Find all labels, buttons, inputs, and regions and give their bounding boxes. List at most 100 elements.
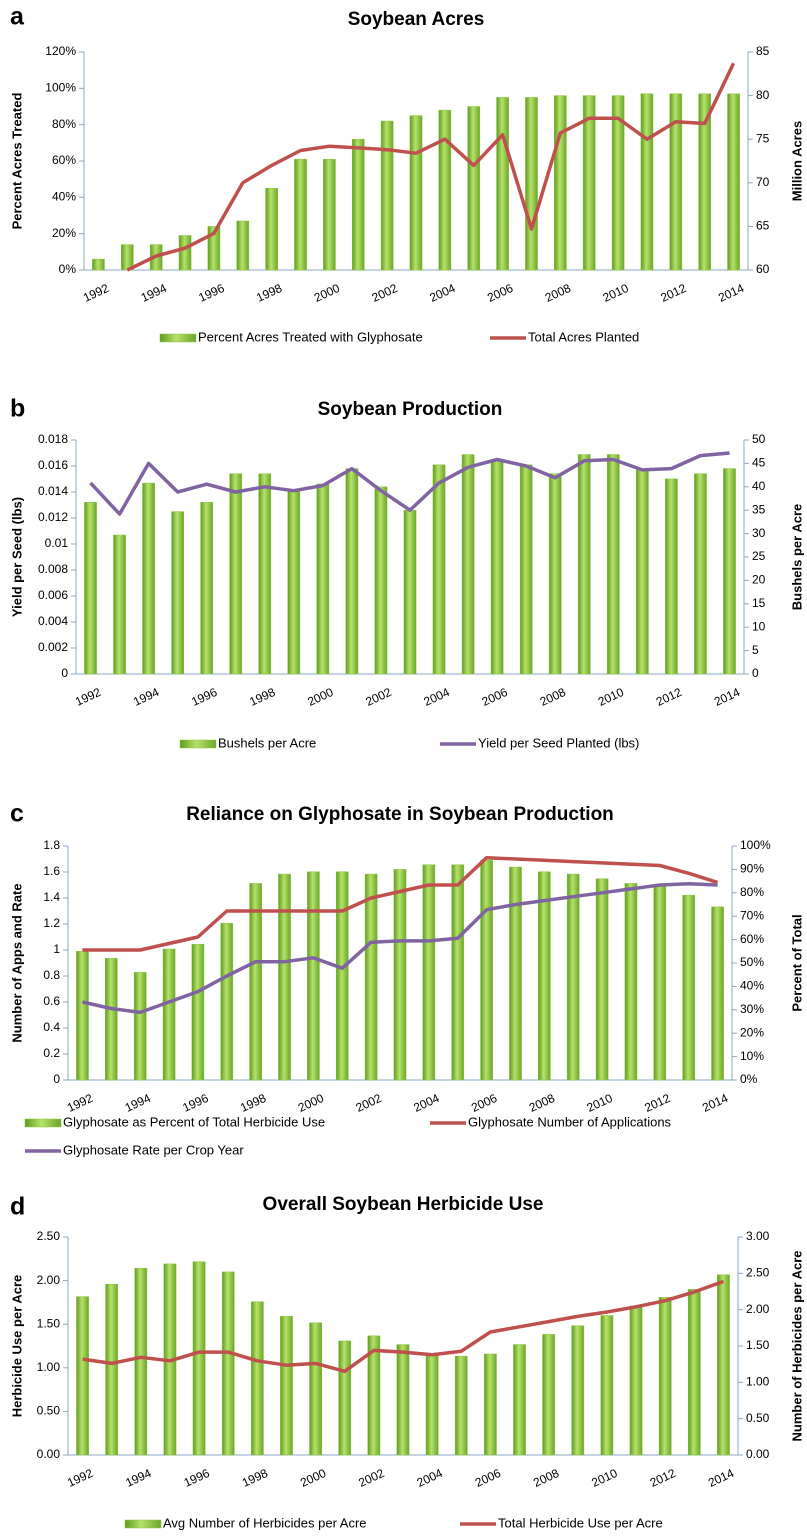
y2-tick-label: 60 bbox=[756, 262, 770, 276]
bar bbox=[367, 1335, 381, 1456]
y2-tick-label: 0 bbox=[752, 666, 759, 680]
x-tick-label: 1994 bbox=[139, 281, 169, 305]
legend-label: Total Acres Planted bbox=[528, 329, 639, 344]
y2-axis-label: Bushels per Acre bbox=[789, 504, 804, 610]
bar bbox=[345, 468, 359, 675]
y2-tick-label: 75 bbox=[756, 131, 770, 145]
x-tick-label: 1998 bbox=[254, 281, 284, 305]
legend-label: Yield per Seed Planted (lbs) bbox=[478, 735, 639, 750]
y2-tick-label: 5 bbox=[752, 643, 759, 657]
y-tick-label: 60% bbox=[52, 153, 76, 167]
bar bbox=[142, 482, 155, 675]
y-tick-label: 0.004 bbox=[38, 614, 68, 628]
x-tick-label: 2000 bbox=[298, 1466, 328, 1490]
bar bbox=[682, 894, 696, 1081]
bar bbox=[451, 864, 465, 1081]
y2-tick-label: 50 bbox=[752, 432, 766, 446]
y2-tick-label: 65 bbox=[756, 219, 770, 233]
bar bbox=[461, 454, 475, 675]
bar bbox=[338, 1340, 352, 1456]
y2-tick-label: 100% bbox=[740, 838, 771, 852]
legend-label: Total Herbicide Use per Acre bbox=[498, 1515, 663, 1530]
y-tick-label: 0.006 bbox=[38, 588, 68, 602]
y-tick-label: 1.4 bbox=[43, 890, 60, 904]
bar bbox=[635, 469, 649, 675]
y2-tick-label: 0.50 bbox=[746, 1411, 770, 1425]
x-tick-label: 2010 bbox=[601, 281, 631, 305]
bar bbox=[571, 1325, 585, 1456]
x-tick-label: 2012 bbox=[654, 685, 684, 709]
y-tick-label: 0.018 bbox=[38, 432, 68, 446]
line bbox=[126, 62, 736, 272]
legend-label: Percent Acres Treated with Glyphosate bbox=[198, 329, 423, 344]
y2-tick-label: 40 bbox=[752, 479, 766, 493]
x-tick-label: 1998 bbox=[247, 685, 277, 709]
bar bbox=[694, 473, 707, 675]
y-tick-label: 0.6 bbox=[43, 994, 60, 1008]
chart-title: Reliance on Glyphosate in Soybean Produc… bbox=[186, 804, 614, 825]
x-tick-label: 2002 bbox=[370, 281, 400, 305]
legend-label: Glyphosate Number of Applications bbox=[468, 1114, 672, 1129]
bar bbox=[171, 511, 185, 675]
bar bbox=[249, 883, 262, 1081]
y-tick-label: 0.002 bbox=[38, 640, 68, 654]
y-tick-label: 0.016 bbox=[38, 458, 68, 472]
x-tick-label: 2012 bbox=[648, 1466, 678, 1490]
y2-axis-label: Percent of Total bbox=[789, 914, 804, 1011]
x-tick-label: 2004 bbox=[422, 685, 452, 709]
bar bbox=[335, 871, 349, 1081]
legend-swatch bbox=[179, 739, 217, 749]
bar bbox=[294, 158, 307, 271]
y2-tick-label: 40% bbox=[740, 979, 764, 993]
bar bbox=[454, 1355, 468, 1456]
bar bbox=[374, 486, 388, 675]
bar bbox=[133, 972, 147, 1081]
legend-label: Bushels per Acre bbox=[218, 735, 316, 750]
y-tick-label: 0.8 bbox=[43, 968, 60, 982]
line bbox=[89, 451, 730, 516]
bar bbox=[258, 473, 272, 675]
y-tick-label: 0.014 bbox=[38, 484, 68, 498]
x-tick-label: 2014 bbox=[706, 1466, 736, 1490]
bar bbox=[250, 1301, 264, 1456]
panel-letter: b bbox=[10, 395, 25, 423]
bar bbox=[513, 1344, 526, 1456]
bar bbox=[422, 864, 436, 1081]
y-tick-label: 20% bbox=[52, 226, 76, 240]
bar bbox=[316, 483, 330, 675]
bar bbox=[687, 1289, 701, 1456]
bar bbox=[658, 1297, 672, 1456]
bar bbox=[624, 883, 638, 1081]
bar bbox=[711, 906, 724, 1081]
x-tick-label: 2000 bbox=[305, 685, 335, 709]
x-tick-label: 2012 bbox=[658, 281, 688, 305]
bar bbox=[496, 97, 509, 271]
bar bbox=[191, 944, 205, 1081]
x-tick-label: 2008 bbox=[531, 1466, 561, 1490]
line bbox=[82, 881, 718, 1015]
bar bbox=[307, 871, 320, 1081]
chart-title: Overall Soybean Herbicide Use bbox=[263, 1194, 544, 1215]
bar bbox=[113, 534, 126, 675]
y2-tick-label: 60% bbox=[740, 932, 764, 946]
bar bbox=[582, 95, 596, 271]
bar bbox=[220, 922, 234, 1081]
y-tick-label: 1.00 bbox=[37, 1360, 61, 1374]
bar bbox=[162, 948, 176, 1081]
y-tick-label: 1.6 bbox=[43, 864, 60, 878]
x-tick-label: 2014 bbox=[712, 685, 742, 709]
bar bbox=[525, 97, 538, 271]
bar bbox=[600, 1315, 614, 1456]
bar bbox=[265, 188, 278, 271]
y-axis-label: Herbicide Use per Acre bbox=[9, 1275, 24, 1418]
bar bbox=[566, 873, 580, 1081]
bar bbox=[280, 1315, 293, 1456]
x-tick-label: 1998 bbox=[238, 1091, 268, 1115]
legend-label: Glyphosate as Percent of Total Herbicide… bbox=[63, 1114, 325, 1129]
y-tick-label: 100% bbox=[45, 81, 76, 95]
x-tick-label: 2000 bbox=[312, 281, 342, 305]
bar bbox=[640, 93, 654, 271]
y-tick-label: 0.008 bbox=[38, 562, 68, 576]
bar bbox=[351, 138, 365, 271]
bar bbox=[438, 109, 452, 271]
